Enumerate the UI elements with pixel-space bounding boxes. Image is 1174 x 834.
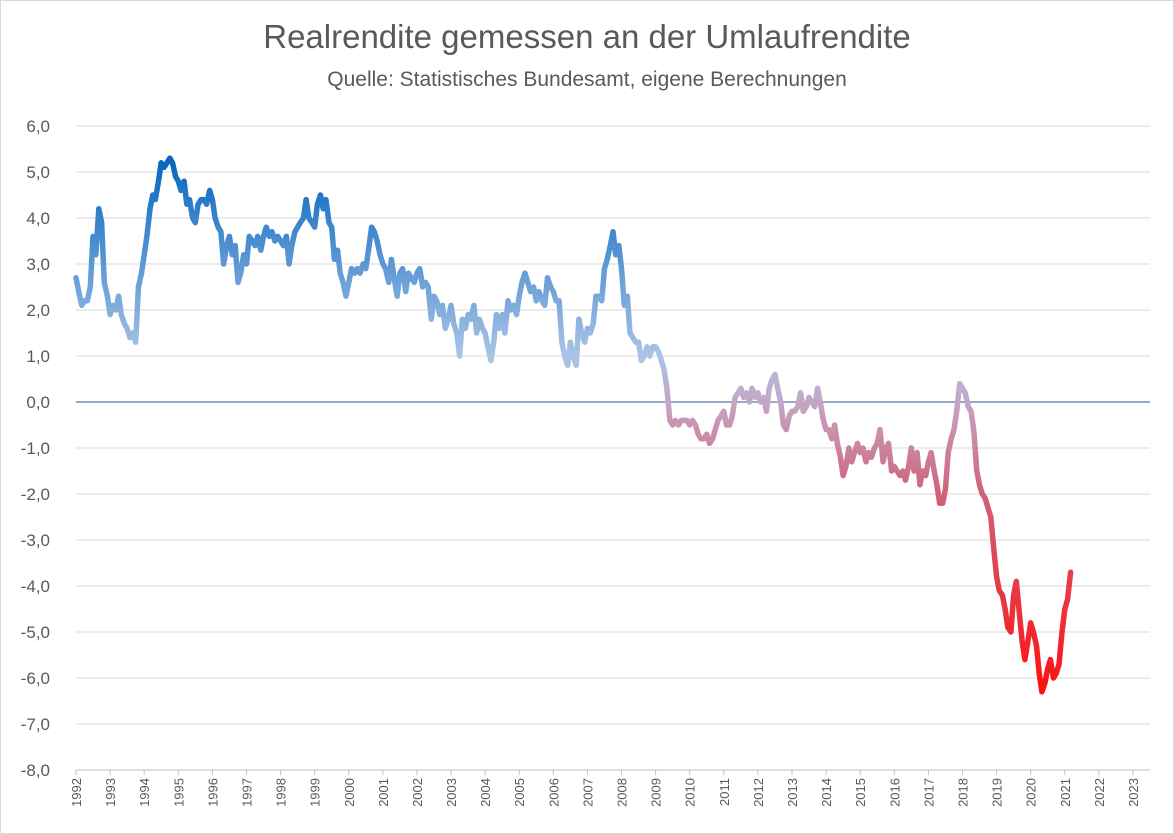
x-tick-label: 2001: [376, 778, 391, 807]
x-tick-label: 2010: [683, 778, 698, 807]
y-tick-label: -4,0: [21, 577, 50, 596]
y-tick-label: 1,0: [26, 347, 50, 366]
y-tick-label: -5,0: [21, 623, 50, 642]
x-tick-label: 1996: [205, 778, 220, 807]
x-tick-label: 2000: [342, 778, 357, 807]
chart-subtitle: Quelle: Statistisches Bundesamt, eigene …: [327, 68, 847, 91]
x-tick-label: 2005: [512, 778, 527, 807]
y-tick-label: 6,0: [26, 117, 50, 136]
x-tick-label: 1997: [239, 778, 254, 807]
x-tick-label: 2020: [1024, 778, 1039, 807]
x-tick-label: 2004: [478, 778, 493, 807]
x-tick-label: 2017: [921, 778, 936, 807]
x-tick-label: 2008: [615, 778, 630, 807]
x-tick-label: 2012: [751, 778, 766, 807]
y-tick-label: -3,0: [21, 531, 50, 550]
y-tick-label: 4,0: [26, 209, 50, 228]
x-tick-label: 2007: [580, 778, 595, 807]
x-tick-label: 1999: [308, 778, 323, 807]
x-tick-label: 1992: [69, 778, 84, 807]
x-tick-label: 2009: [649, 778, 664, 807]
y-tick-label: -1,0: [21, 439, 50, 458]
x-tick-label: 1993: [103, 778, 118, 807]
gridlines: [76, 125, 1150, 771]
y-tick-label: -7,0: [21, 715, 50, 734]
chart-title: Realrendite gemessen an der Umlaufrendit…: [263, 18, 911, 55]
x-tick-label: 2013: [785, 778, 800, 807]
x-tick-label: 2003: [444, 778, 459, 807]
x-tick-label: 2021: [1058, 778, 1073, 807]
x-tick-label: 2018: [955, 778, 970, 807]
y-tick-label: 3,0: [26, 255, 50, 274]
x-tick-label: 2006: [546, 778, 561, 807]
x-tick-label: 1998: [274, 778, 289, 807]
x-tick-label: 2023: [1126, 778, 1141, 807]
y-tick-label: 0,0: [26, 393, 50, 412]
y-tick-label: -2,0: [21, 485, 50, 504]
x-tick-label: 2014: [819, 778, 834, 807]
y-tick-label: 5,0: [26, 163, 50, 182]
x-tick-label: 2019: [990, 778, 1005, 807]
series-line: [73, 155, 1074, 695]
x-tick-label: 2015: [853, 778, 868, 807]
x-tick-label: 2011: [717, 778, 732, 806]
y-axis-ticks: 6,0 5,0 4,0 3,0 2,0 1,0 0,0 -1,0 -2,0 -3,0 -4,0 -5,…: [21, 117, 50, 780]
x-axis-ticks: 1992 1993 1994 1995 1996 1997 1998 1999 2000 2001…: [69, 770, 1141, 807]
x-tick-label: 2002: [410, 778, 425, 807]
x-tick-label: 2022: [1092, 778, 1107, 807]
x-tick-label: 1994: [137, 778, 152, 807]
x-tick-label: 2016: [887, 778, 902, 807]
y-tick-label: -6,0: [21, 669, 50, 688]
y-tick-label: 2,0: [26, 301, 50, 320]
x-tick-label: 1995: [171, 778, 186, 807]
y-tick-label: -8,0: [21, 761, 50, 780]
